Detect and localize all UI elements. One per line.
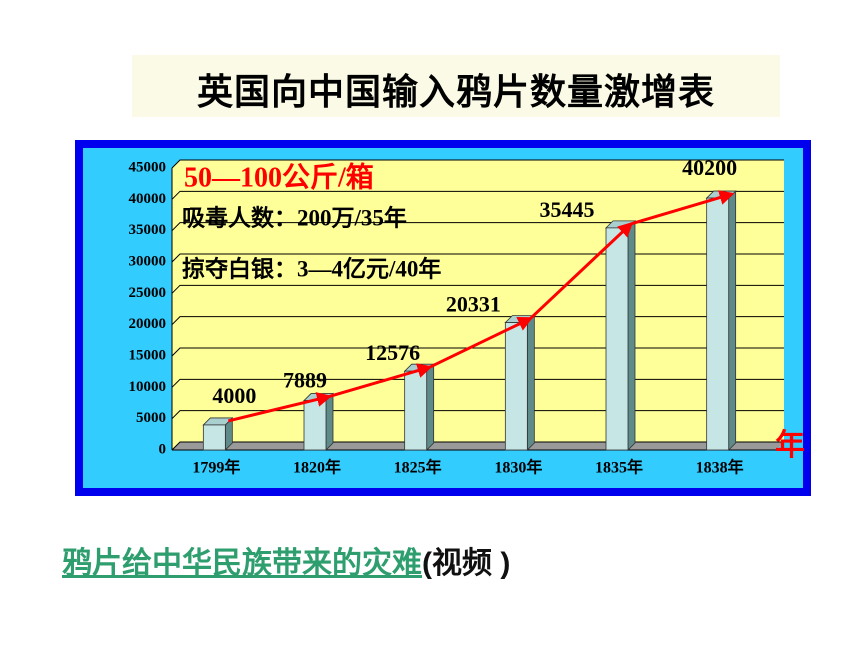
value-label: 7889 [283,368,327,393]
y-tick-label: 30000 [129,253,167,269]
y-tick-label: 15000 [129,347,167,363]
trend-arrow [429,317,534,369]
x-axis-label: 年 [775,429,805,462]
annotation: 吸毒人数：200万/35年 [182,204,407,230]
y-tick-label: 25000 [129,285,167,301]
bar [706,197,730,451]
y-tick-label: 20000 [129,316,167,332]
trend-arrow [630,190,735,226]
bar-side [426,363,435,451]
y-tick-label: 40000 [129,191,167,207]
trend-arrow [328,363,433,399]
grid-line [171,222,784,232]
bar-side [325,392,334,451]
bar [303,400,327,451]
footer-suffix: (视频 ) [422,547,511,580]
annotation: 50—100公斤/箱 [184,160,374,193]
bar-side [728,190,737,451]
bar-side [526,314,535,451]
floor [172,442,784,450]
bar [504,322,528,451]
footer: 鸦片给中华民族带来的灾难(视频 ) [62,538,510,582]
x-tick-label: 1799年 [192,458,240,477]
grid-line [171,316,784,326]
value-label: 12576 [365,340,420,365]
value-label: 35445 [540,197,595,222]
bar [202,424,226,451]
trend-arrow [227,392,332,423]
x-tick-label: 1825年 [394,458,442,477]
x-tick-label: 1835年 [595,458,643,477]
y-tick-label: 45000 [129,159,167,175]
x-tick-label: 1820年 [293,458,341,477]
grid-line [171,253,784,263]
grid-line [171,410,784,420]
annotation: 掠夺白银：3—4亿元/40年 [182,255,441,281]
value-label: 20331 [446,292,501,317]
grid-line [171,159,784,169]
grid-line [171,378,784,388]
chart-title: 英国向中国输入鸦片数量激增表 [196,71,715,112]
title-box: 英国向中国输入鸦片数量激增表 [132,55,780,117]
grid-line [171,284,784,294]
grid-line [171,347,784,357]
y-tick-label: 0 [159,441,167,457]
y-tick-label: 5000 [136,410,166,426]
value-label: 4000 [212,383,256,408]
x-tick-label: 1838年 [696,458,744,477]
y-tick-label: 10000 [129,379,167,395]
value-label: 40200 [682,155,737,180]
trend-arrow [529,221,634,320]
grid-line [171,190,784,200]
bar [605,227,629,451]
bar-side [627,219,636,451]
y-tick-label: 35000 [129,222,167,238]
grid-line [171,441,784,451]
video-link[interactable]: 鸦片给中华民族带来的灾难 [62,547,422,580]
x-tick-label: 1830年 [494,458,542,477]
bar [404,370,428,451]
